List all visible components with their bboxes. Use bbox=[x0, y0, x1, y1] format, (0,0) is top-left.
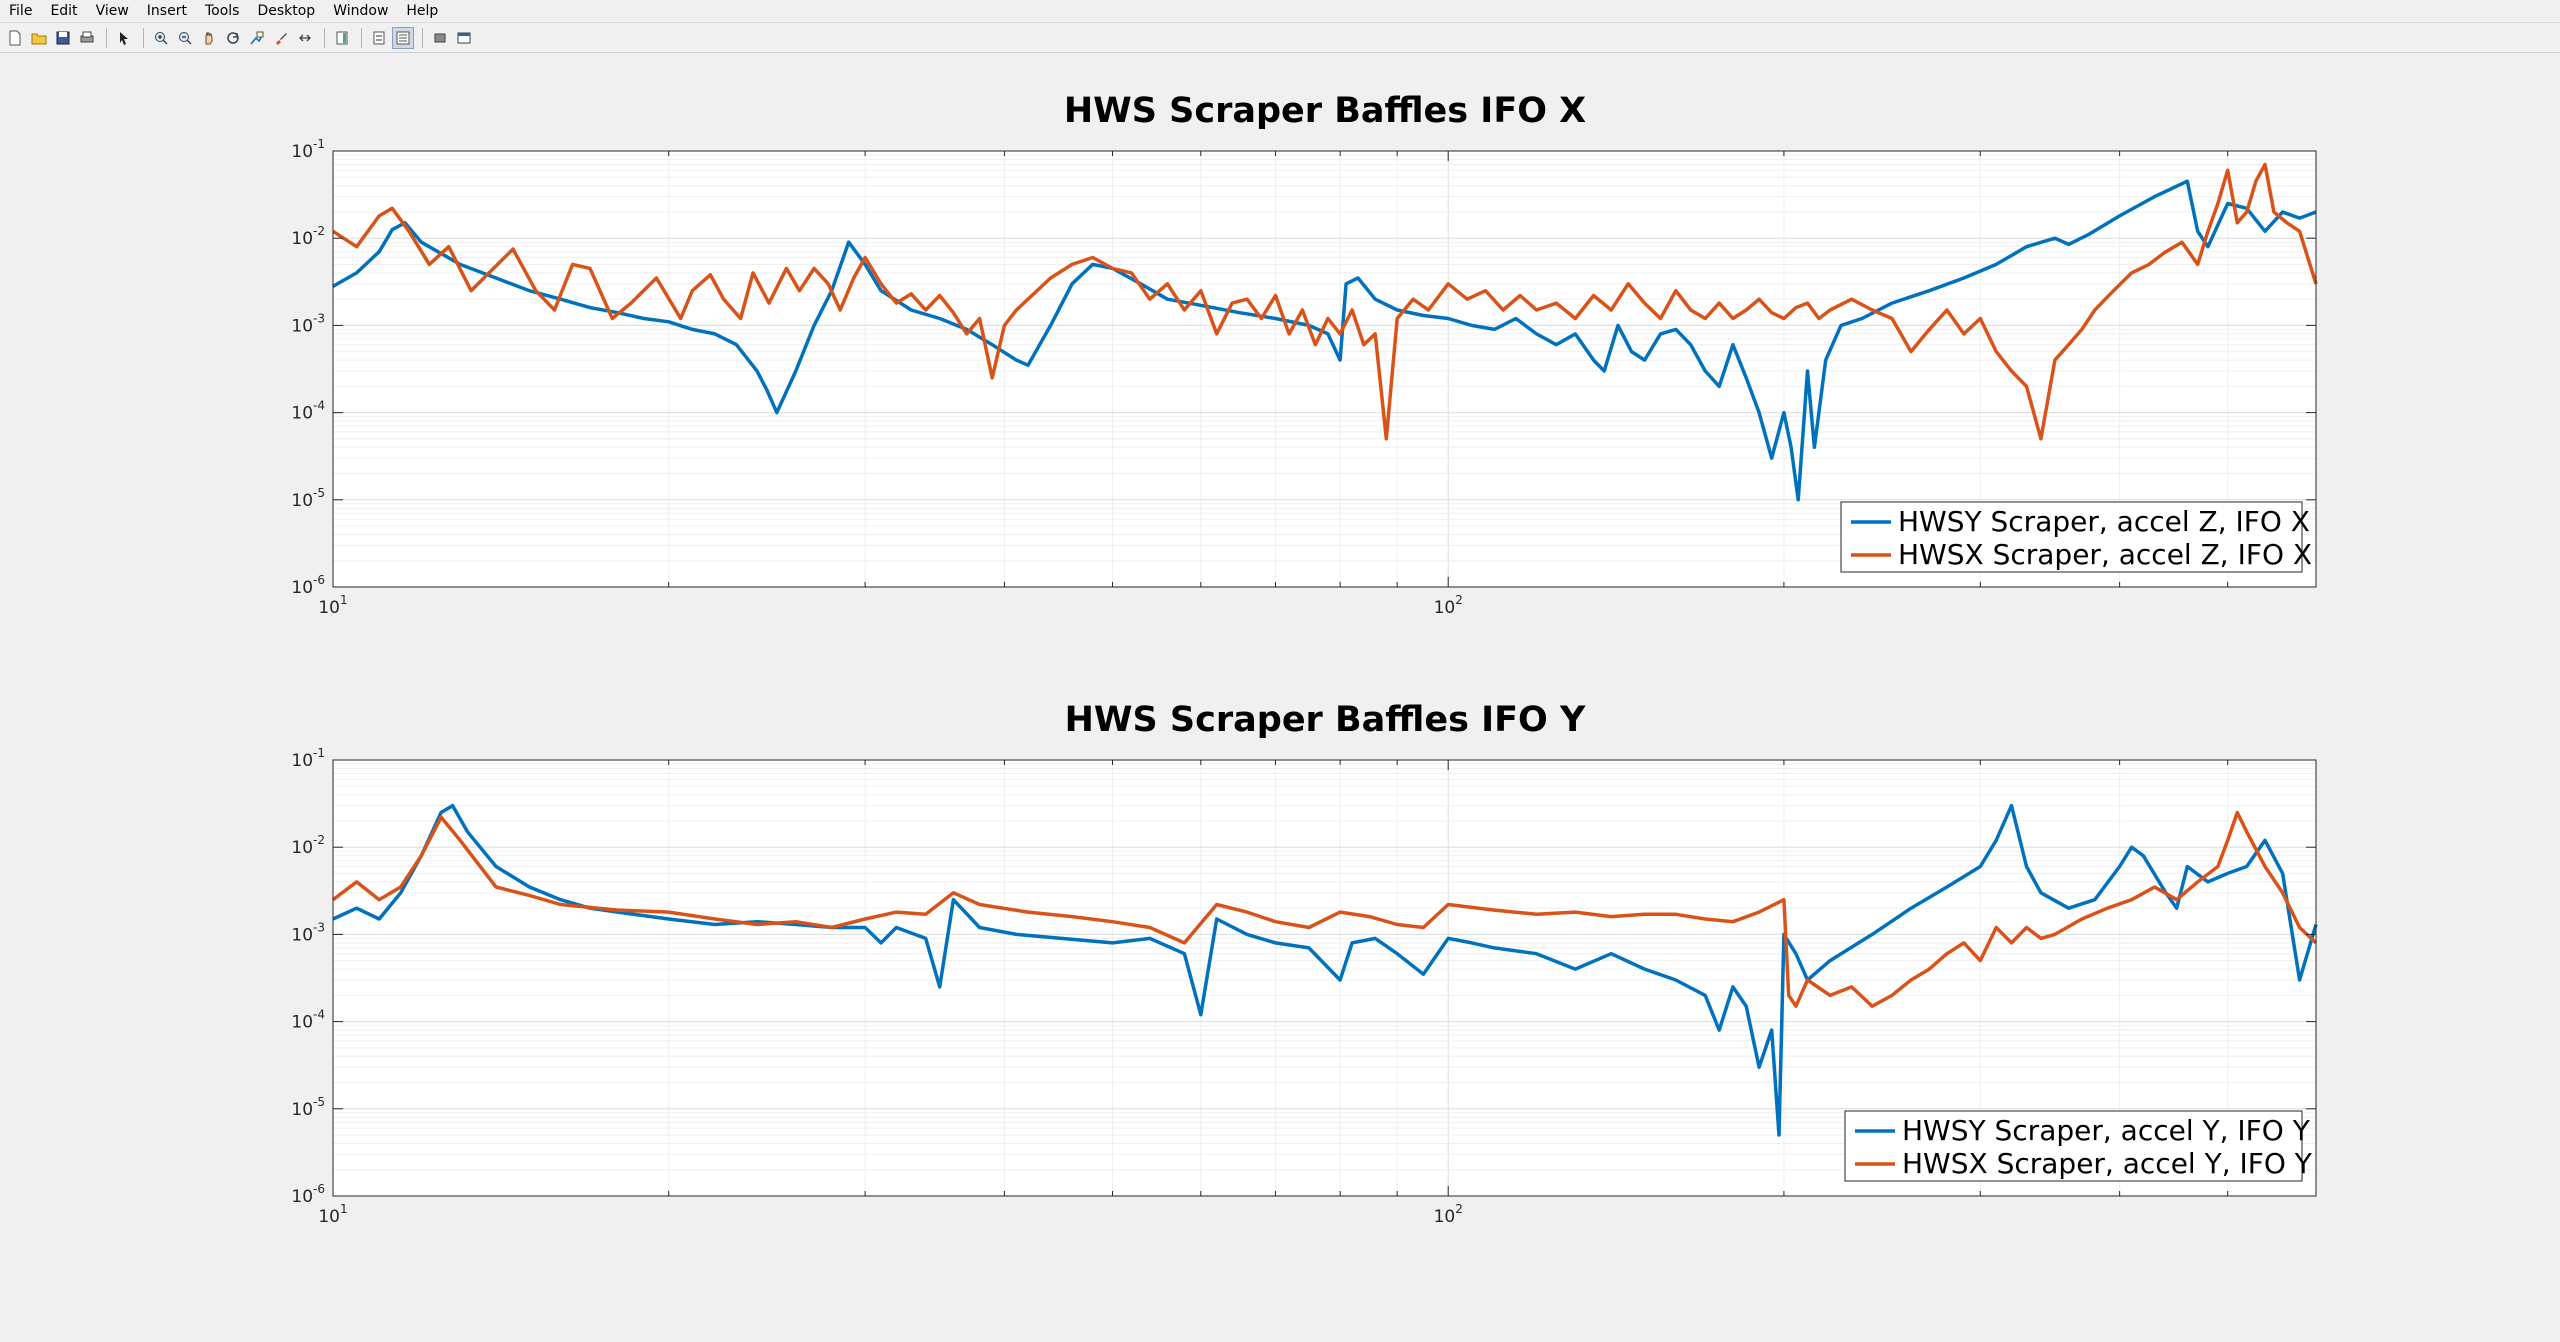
tick-marks bbox=[332, 150, 2317, 588]
menu-view[interactable]: View bbox=[95, 3, 129, 19]
toolbar-separator bbox=[106, 27, 107, 48]
legend-box bbox=[1840, 501, 2303, 573]
y-tick-label: 10-5 bbox=[291, 1095, 325, 1120]
toolbar-separator bbox=[361, 27, 362, 48]
chart-title: HWS Scraper Baffles IFO Y bbox=[1065, 700, 1586, 740]
axes-frame bbox=[332, 759, 2317, 1197]
brush-icon[interactable] bbox=[270, 27, 292, 49]
data-cursor-icon[interactable] bbox=[246, 27, 268, 49]
toolbar-separator bbox=[143, 27, 144, 48]
print-icon[interactable] bbox=[76, 27, 98, 49]
toolbar-separator bbox=[324, 27, 325, 48]
axes-2[interactable]: HWS Scraper Baffles IFO Y 10-110-210-310… bbox=[291, 700, 2318, 1227]
y-tick-label: 10-3 bbox=[291, 920, 325, 945]
legend-label: HWSY Scraper, accel Y, IFO Y bbox=[1902, 1114, 2311, 1147]
hide-plot-tools-icon[interactable] bbox=[392, 26, 414, 49]
y-tick-label: 10-1 bbox=[291, 746, 325, 771]
y-tick-label: 10-6 bbox=[291, 1182, 325, 1207]
y-tick-label: 10-6 bbox=[291, 573, 325, 598]
show-plot-tools-icon[interactable] bbox=[429, 27, 451, 49]
legend-icon[interactable] bbox=[368, 27, 390, 49]
menu-bar: File Edit View Insert Tools Desktop Wind… bbox=[0, 0, 2560, 23]
series-line-2[interactable] bbox=[331, 810, 2318, 1008]
open-file-icon[interactable] bbox=[28, 27, 50, 49]
series-line-2[interactable] bbox=[332, 162, 2318, 441]
zoom-out-icon[interactable] bbox=[174, 27, 196, 49]
y-tick-label: 10-5 bbox=[291, 486, 325, 511]
save-icon[interactable] bbox=[52, 27, 74, 49]
menu-tools[interactable]: Tools bbox=[204, 3, 240, 19]
legend-label: HWSX Scraper, accel Y, IFO Y bbox=[1902, 1147, 2313, 1180]
menu-window[interactable]: Window bbox=[333, 3, 389, 19]
series-line-1[interactable] bbox=[332, 803, 2318, 1137]
y-tick-label: 10-3 bbox=[291, 311, 325, 336]
menu-insert[interactable]: Insert bbox=[146, 3, 187, 19]
pan-icon[interactable] bbox=[198, 27, 220, 49]
chart-title: HWS Scraper Baffles IFO X bbox=[1064, 91, 1586, 131]
link-plot-icon[interactable] bbox=[294, 27, 316, 49]
tick-marks bbox=[332, 759, 2317, 1197]
x-tick-label: 102 bbox=[1434, 1202, 1463, 1227]
chart-svg: HWS Scraper Baffles IFO X 10-110-210-310… bbox=[291, 91, 2318, 1227]
menu-help[interactable]: Help bbox=[406, 3, 439, 19]
x-tick-label: 101 bbox=[318, 593, 347, 618]
menu-edit[interactable]: Edit bbox=[50, 3, 78, 19]
x-tick-label: 101 bbox=[318, 1202, 347, 1227]
y-tick-label: 10-4 bbox=[291, 399, 325, 424]
new-figure-icon[interactable] bbox=[4, 27, 26, 49]
figure-toolbar bbox=[0, 23, 2560, 53]
axes-frame bbox=[332, 150, 2317, 588]
y-tick-label: 10-1 bbox=[291, 137, 325, 162]
menu-desktop[interactable]: Desktop bbox=[257, 3, 316, 19]
axes-1[interactable]: HWS Scraper Baffles IFO X 10-110-210-310… bbox=[291, 91, 2318, 618]
dock-figure-icon[interactable] bbox=[453, 27, 475, 49]
legend-label: HWSY Scraper, accel Z, IFO X bbox=[1898, 505, 2310, 538]
y-tick-label: 10-2 bbox=[291, 224, 325, 249]
zoom-in-icon[interactable] bbox=[150, 27, 172, 49]
y-tick-label: 10-4 bbox=[291, 1008, 325, 1033]
x-tick-label: 102 bbox=[1434, 593, 1463, 618]
menu-file[interactable]: File bbox=[9, 3, 33, 19]
figure-canvas: HWS Scraper Baffles IFO X 10-1 10-2 10-3 10… bbox=[0, 54, 2560, 1338]
y-tick-label: 10-2 bbox=[291, 833, 325, 858]
legend-label: HWSX Scraper, accel Z, IFO X bbox=[1898, 538, 2312, 571]
colorbar-icon[interactable] bbox=[331, 27, 353, 49]
pointer-icon[interactable] bbox=[113, 27, 135, 49]
toolbar-separator bbox=[422, 27, 423, 48]
series-line-1[interactable] bbox=[332, 179, 2317, 502]
legend-box bbox=[1844, 1110, 2303, 1182]
rotate-3d-icon[interactable] bbox=[222, 27, 244, 49]
